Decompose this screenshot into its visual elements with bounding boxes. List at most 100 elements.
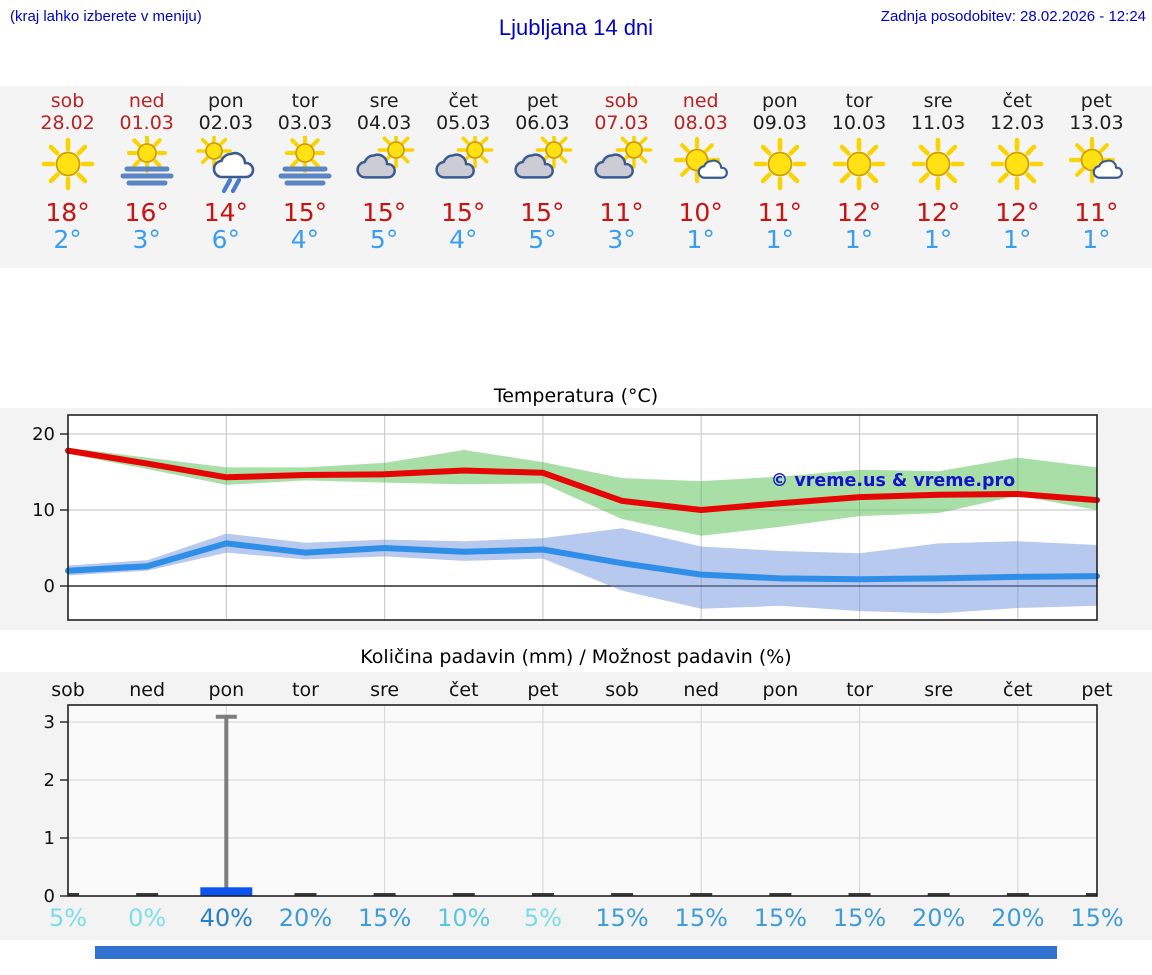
precip-day-label: pon xyxy=(208,679,244,701)
day-name: pon xyxy=(761,90,798,112)
precip-probability: 15% xyxy=(595,904,648,932)
high-temp: 18° xyxy=(45,198,90,227)
weather-icon-cloud-sun xyxy=(345,131,424,198)
forecast-day: pet 06.03 15° 5° xyxy=(503,86,582,268)
day-name: sre xyxy=(369,90,399,112)
day-date: 09.03 xyxy=(752,112,808,134)
svg-text:2: 2 xyxy=(44,770,55,791)
high-temp: 15° xyxy=(520,198,565,227)
precip-probability: 10% xyxy=(437,904,490,932)
trace-precip-bar xyxy=(531,893,554,896)
precip-day-label: ned xyxy=(129,679,165,701)
forecast-day: sre 04.03 15° 5° xyxy=(345,86,424,268)
day-date: 10.03 xyxy=(831,112,887,134)
precipitation-chart-title: Količina padavin (mm) / Možnost padavin … xyxy=(360,646,792,668)
trace-precip-bar xyxy=(373,893,396,896)
day-date: 12.03 xyxy=(990,112,1045,134)
precip-day-label: čet xyxy=(449,679,479,701)
precip-day-label: čet xyxy=(1003,679,1033,701)
low-temp: 1° xyxy=(923,225,953,254)
precip-day-label: tor xyxy=(846,679,873,701)
temperature-chart: 0 10 20 © vreme.us & vreme.pro xyxy=(0,408,1152,630)
precip-probability: 5% xyxy=(49,904,87,932)
day-date: 13.03 xyxy=(1069,112,1124,134)
trace-precip-bar xyxy=(927,893,950,896)
precip-day-label: pet xyxy=(1081,679,1112,701)
weather-icon-cloud-sun xyxy=(582,131,661,198)
weather-icon-sun-rain xyxy=(186,133,265,198)
day-date: 03.03 xyxy=(277,112,333,134)
day-date: 08.03 xyxy=(673,112,728,134)
forecast-day: čet 12.03 12° 1° xyxy=(978,86,1057,268)
precip-probability: 20% xyxy=(991,904,1044,932)
day-name: sre xyxy=(923,90,953,112)
precip-probability: 5% xyxy=(524,904,562,932)
precip-probability: 20% xyxy=(912,904,965,932)
precip-day-label: sre xyxy=(370,679,399,701)
weather-icon-sun xyxy=(978,136,1057,198)
trace-precip-bar xyxy=(611,893,634,896)
precip-day-label: ned xyxy=(683,679,719,701)
low-temp: 3° xyxy=(132,225,161,254)
high-temp: 11° xyxy=(1074,198,1119,227)
low-temp: 5° xyxy=(528,225,557,254)
svg-text:0: 0 xyxy=(44,576,55,597)
trace-precip-bar xyxy=(769,893,792,896)
weather-icon-sun xyxy=(28,136,107,198)
weather-icon-sun xyxy=(740,136,819,198)
svg-text:1: 1 xyxy=(44,828,55,849)
high-temp: 14° xyxy=(203,198,248,227)
low-temp: 1° xyxy=(686,225,715,254)
svg-text:10: 10 xyxy=(32,500,55,521)
precip-probability: 15% xyxy=(1070,904,1123,932)
low-temp: 1° xyxy=(1082,225,1111,254)
precip-probability: 15% xyxy=(675,904,728,932)
high-temp: 16° xyxy=(124,198,169,227)
precipitation-chart: sob ned pon tor sre čet pet sob ned pon tor sre čet p… xyxy=(0,672,1152,940)
trace-precip-bar xyxy=(1006,893,1029,896)
last-update-label: Zadnja posodobitev: 28.02.2026 - 12:24 xyxy=(880,8,1146,25)
forecast-day: sre 11.03 12° 1° xyxy=(899,86,978,268)
day-date: 11.03 xyxy=(910,112,966,134)
precip-probability: 15% xyxy=(754,904,807,932)
day-name: tor xyxy=(845,90,873,112)
day-name: sob xyxy=(50,90,85,112)
day-date: 01.03 xyxy=(119,112,174,134)
day-date: 04.03 xyxy=(356,112,412,134)
day-date: 02.03 xyxy=(198,112,254,134)
day-name: sob xyxy=(604,90,639,112)
precip-probability: 0% xyxy=(128,904,166,932)
low-temp: 4° xyxy=(290,225,320,254)
watermark: © vreme.us & vreme.pro xyxy=(771,471,1015,491)
weather-icon-cloud-sun xyxy=(424,131,503,198)
max-temp-range xyxy=(68,447,1097,536)
day-date: 05.03 xyxy=(436,112,491,134)
weather-icon-sun-smallcloud xyxy=(661,136,740,198)
high-temp: 11° xyxy=(599,198,644,227)
forecast-day: sob 07.03 11° 3° xyxy=(582,86,661,268)
day-date: 28.02 xyxy=(40,112,95,134)
day-name: ned xyxy=(128,90,165,112)
precip-day-label: pon xyxy=(763,679,799,701)
day-name: čet xyxy=(1002,90,1033,112)
precip-day-label: sob xyxy=(605,679,639,701)
high-temp: 12° xyxy=(995,198,1040,227)
weather-icon-sun-fog xyxy=(265,133,344,198)
day-date: 06.03 xyxy=(515,112,570,134)
precip-probability: 40% xyxy=(200,904,253,932)
forecast-day: ned 01.03 16° 3° xyxy=(107,86,186,268)
forecast-day: tor 10.03 12° 1° xyxy=(819,86,898,268)
high-temp: 15° xyxy=(361,198,407,227)
trace-precip-bar xyxy=(68,893,79,896)
high-temp: 11° xyxy=(757,198,802,227)
high-temp: 10° xyxy=(678,198,723,227)
day-name: ned xyxy=(682,90,719,112)
forecast-strip: sob 28.02 18° 2° ned 01.03 16° 3° pon 02.03 14° 6… xyxy=(0,86,1152,268)
day-name: čet xyxy=(448,90,479,112)
day-name: pet xyxy=(526,90,559,112)
weather-icon-cloud-sun xyxy=(503,131,582,198)
weather-icon-sun xyxy=(819,136,898,198)
low-temp: 4° xyxy=(449,225,478,254)
precip-probability: 15% xyxy=(833,904,886,932)
day-date: 07.03 xyxy=(594,112,649,134)
